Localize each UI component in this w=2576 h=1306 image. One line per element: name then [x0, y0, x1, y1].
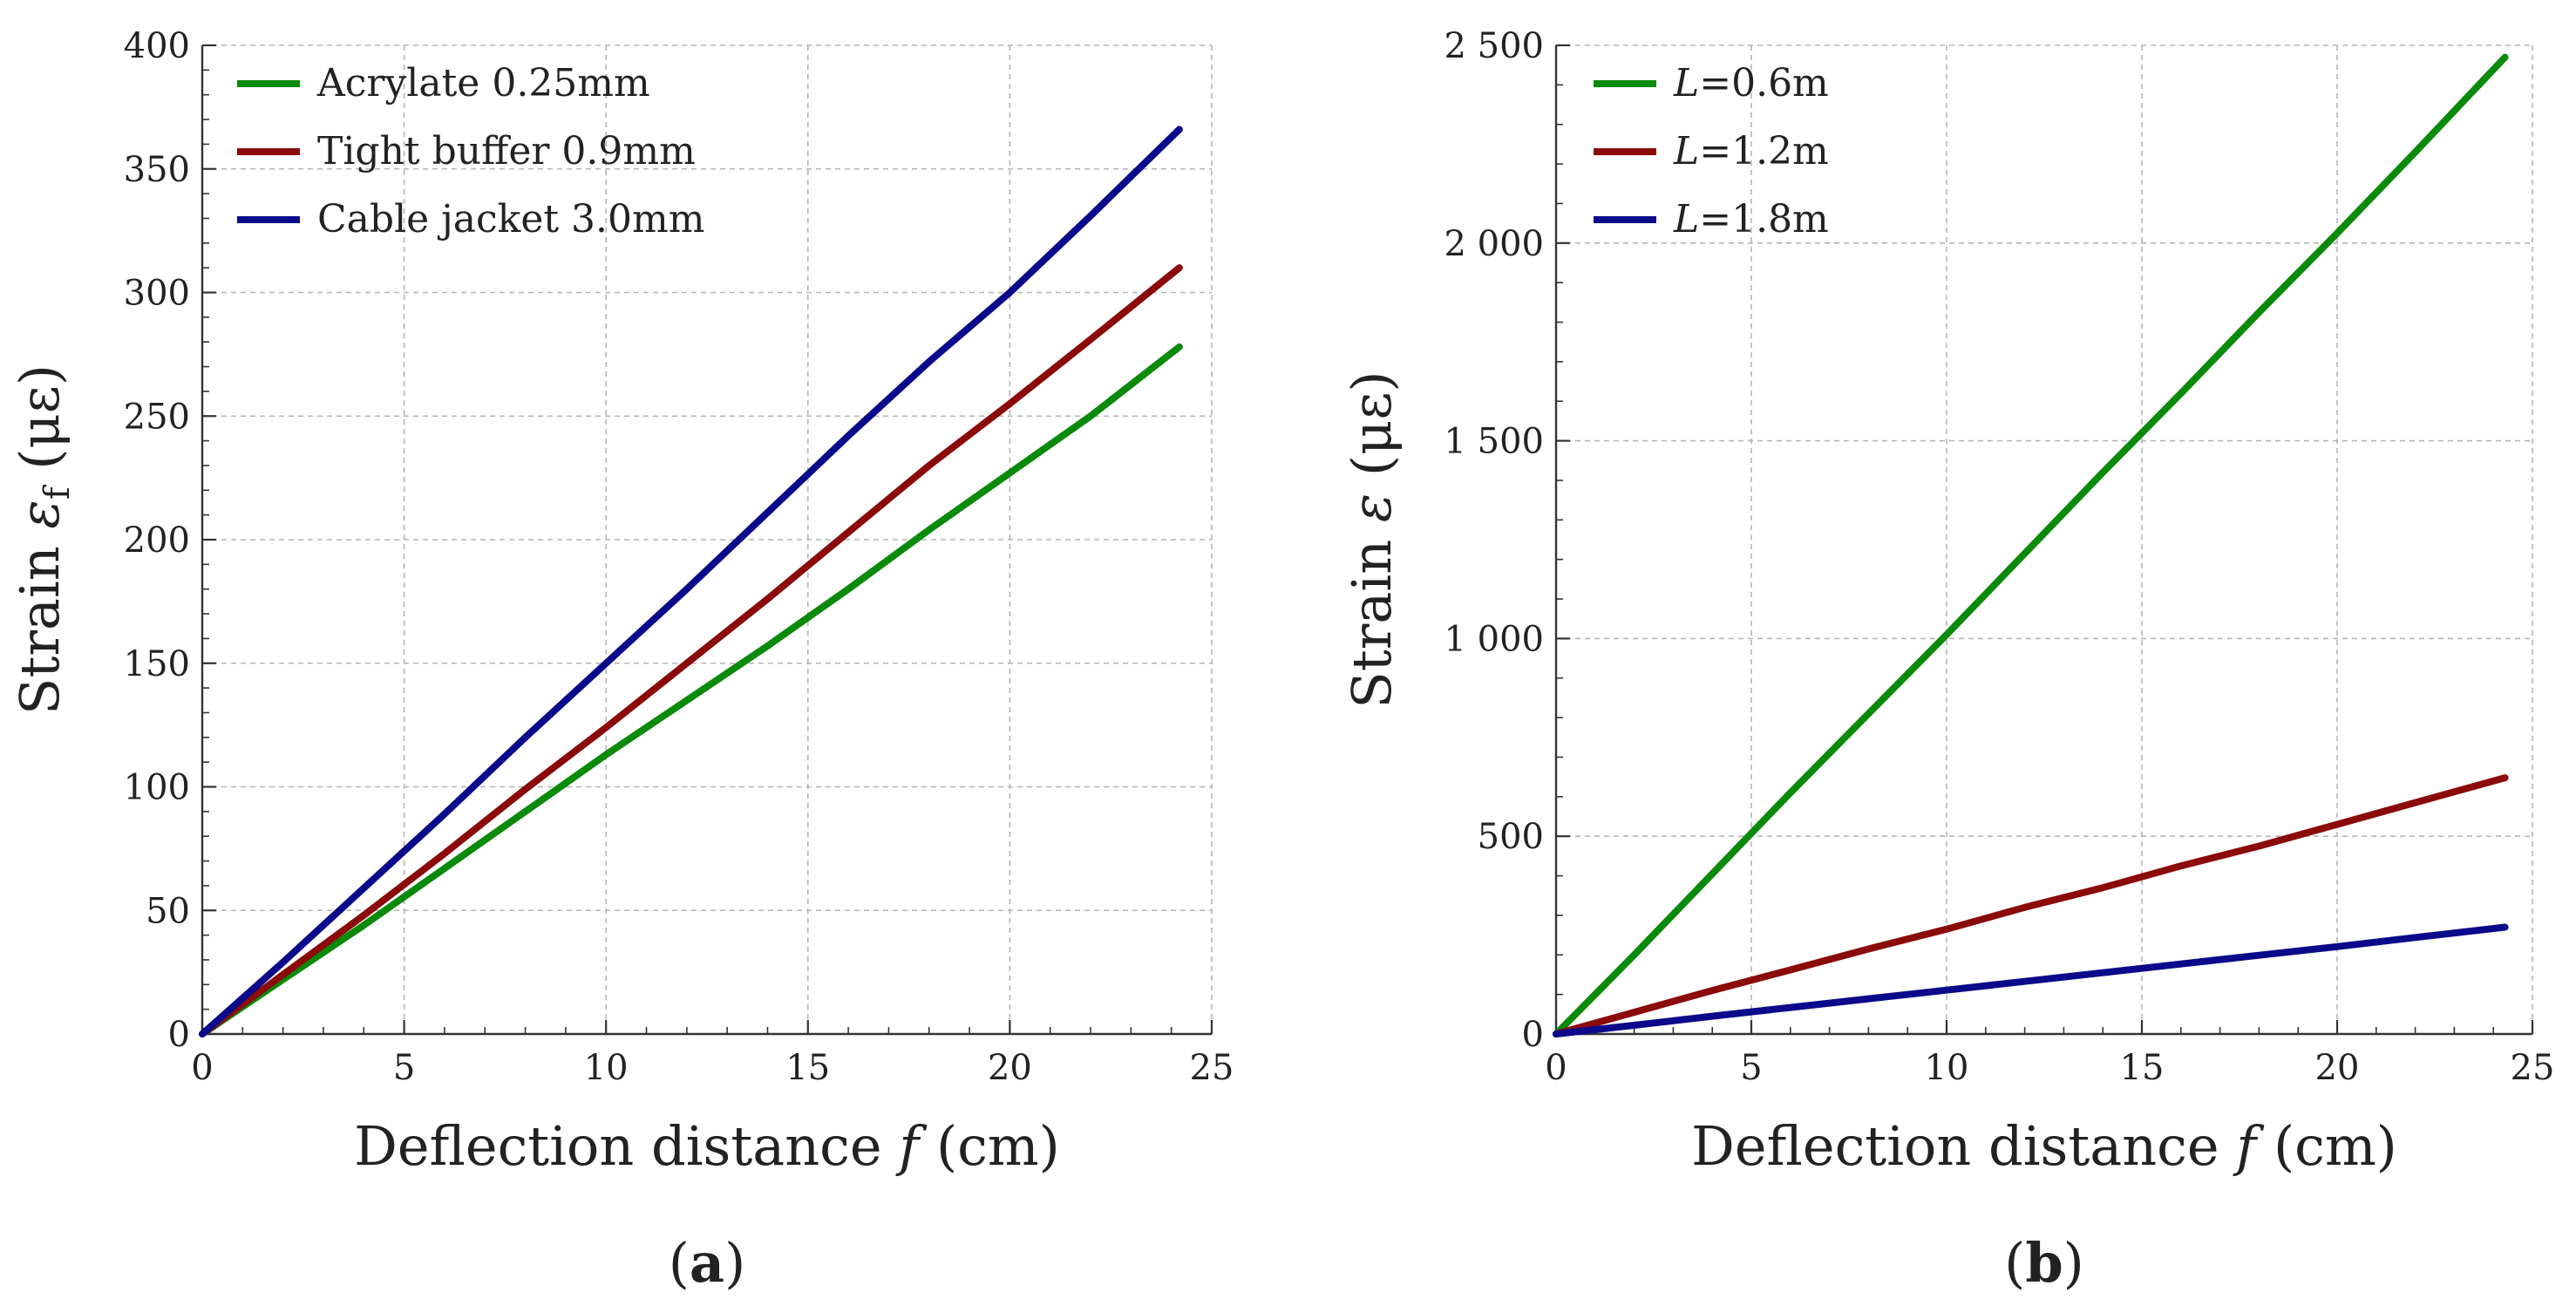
- legend: Acrylate 0.25mm Tight buffer 0.9mm Cable j…: [237, 61, 704, 241]
- y-tick-label: 100: [124, 768, 190, 808]
- x-tick-label: 25: [1190, 1048, 1234, 1088]
- chart-panel-a: 0 5 10 15 20 25050100150200250300350400Acryla…: [8, 26, 1234, 1295]
- y-tick-label: 400: [124, 26, 190, 66]
- y-tick-label: 50: [146, 891, 190, 931]
- legend-label: Cable jacket 3.0mm: [317, 197, 704, 241]
- y-tick-label: 350: [124, 150, 190, 190]
- y-tick-label: 0: [1522, 1015, 1544, 1055]
- legend-label: L=0.6m: [1673, 61, 1829, 105]
- series-line-1: [199, 343, 1183, 1037]
- y-axis-title: Strain ε (με): [1340, 371, 1404, 708]
- chart-panel-b: 0 5 10 15 20 25 0 500 1 000 1 500 2 000 2 500 L=0.6m…: [1340, 26, 2554, 1295]
- y-tick-label: 150: [124, 644, 190, 684]
- x-tick-label: 10: [584, 1048, 629, 1088]
- legend-label: L=1.8m: [1673, 197, 1829, 241]
- y-tick-label: 1 000: [1444, 619, 1544, 659]
- x-tick-label: 20: [2315, 1048, 2360, 1088]
- legend-label: Acrylate 0.25mm: [316, 61, 650, 105]
- x-tick-label: 10: [1925, 1048, 1969, 1088]
- series-line-3: [199, 126, 1183, 1037]
- x-tick-label: 5: [393, 1048, 415, 1088]
- y-tick-label: 300: [124, 274, 190, 314]
- grid: [202, 44, 1213, 1034]
- x-axis-title: Deflection distance f (cm): [1691, 1114, 2397, 1178]
- y-tick-label: 500: [1478, 817, 1544, 857]
- series-line-2: [199, 264, 1183, 1037]
- x-tick-label: 15: [2120, 1048, 2165, 1088]
- panel-label: (a): [669, 1231, 746, 1295]
- y-tick-label: 0: [168, 1015, 190, 1055]
- x-tick-label: 0: [1545, 1048, 1567, 1088]
- y-tick-label: 250: [124, 397, 190, 437]
- series-line-2: [1553, 774, 2509, 1037]
- y-tick-label: 1 500: [1444, 422, 1544, 462]
- x-tick-label: 0: [191, 1048, 213, 1088]
- y-axis-title: Strain εf (με): [8, 364, 78, 715]
- y-tick-label: 200: [124, 520, 190, 561]
- y-tick-label: 2 500: [1444, 26, 1544, 66]
- x-tick-label: 20: [988, 1048, 1032, 1088]
- y-tick-label: 2 000: [1444, 224, 1544, 264]
- series-line-1: [1553, 53, 2509, 1037]
- legend-label: L=1.2m: [1673, 129, 1829, 173]
- x-tick-label: 25: [2511, 1048, 2555, 1088]
- legend-label: Tight buffer 0.9mm: [317, 129, 696, 173]
- legend: L=0.6m L=1.2m L=1.8m: [1594, 61, 1829, 241]
- series-line-3: [1553, 923, 2509, 1037]
- panel-label: (b): [2004, 1231, 2084, 1295]
- x-axis-title: Deflection distance f (cm): [354, 1114, 1060, 1178]
- grid: [1556, 44, 2533, 1034]
- x-tick-label: 15: [785, 1048, 830, 1088]
- x-tick-label: 5: [1740, 1048, 1762, 1088]
